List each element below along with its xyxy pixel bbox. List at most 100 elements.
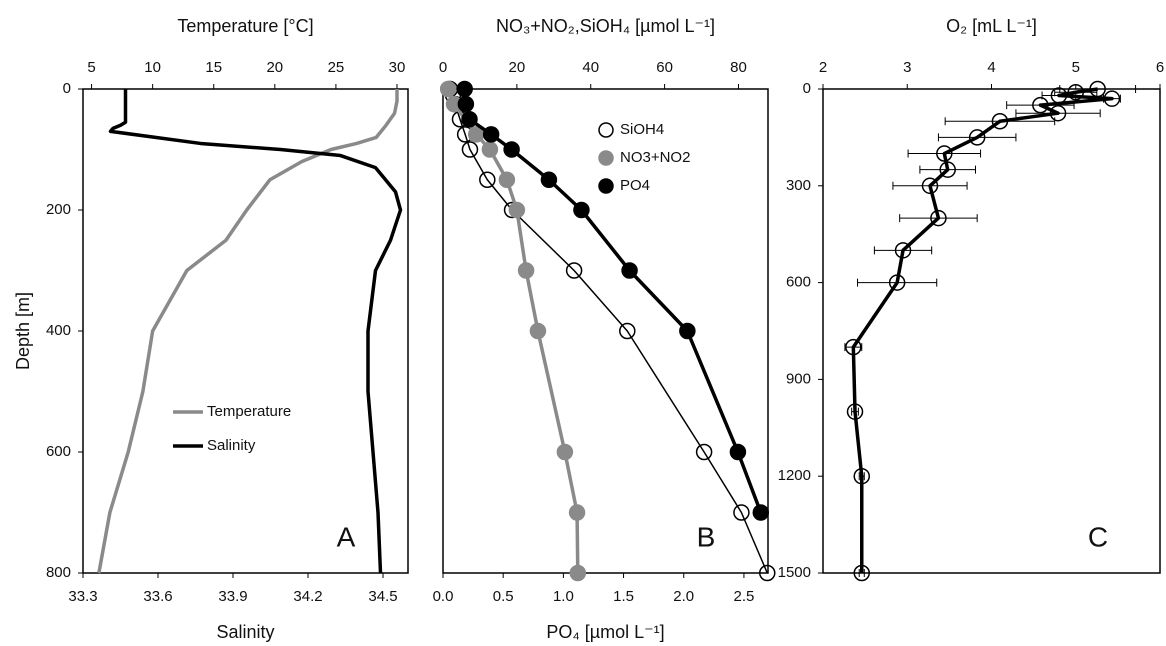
top-axis-title: NO₃+NO₂,SiOH₄ [µmol L⁻¹] <box>496 16 715 36</box>
marker <box>991 113 1009 130</box>
legend-swatch <box>598 122 614 138</box>
bottom-tick-label: 0.0 <box>433 588 454 605</box>
marker <box>921 177 939 195</box>
marker <box>481 141 499 158</box>
marker <box>853 467 871 485</box>
marker <box>573 201 590 219</box>
top-axis-title: O₂ [mL L⁻¹] <box>946 16 1037 36</box>
marker <box>1089 80 1106 98</box>
marker <box>1067 83 1084 101</box>
top-tick-label: 2 <box>819 59 827 76</box>
legend-label: Temperature <box>207 403 291 420</box>
marker <box>517 262 535 279</box>
series-line <box>108 89 403 574</box>
top-tick-label: 20 <box>266 59 283 76</box>
panel-letter: A <box>337 521 356 552</box>
marker <box>479 171 496 188</box>
marker <box>456 80 473 98</box>
plot-frame <box>442 88 769 574</box>
marker <box>569 564 587 582</box>
marker <box>461 141 479 158</box>
marker <box>1032 96 1049 114</box>
bottom-tick-label: 34.5 <box>368 588 397 605</box>
marker <box>461 111 478 128</box>
marker <box>679 322 696 340</box>
y-tick-label: 800 <box>46 564 71 581</box>
marker <box>529 322 547 340</box>
series-line <box>97 89 399 574</box>
marker <box>540 171 558 188</box>
top-tick-label: 80 <box>730 59 747 76</box>
marker <box>1049 104 1067 122</box>
marker <box>936 145 953 162</box>
y-tick-label: 300 <box>786 177 811 194</box>
top-tick-label: 60 <box>656 59 673 76</box>
marker <box>752 504 770 521</box>
bottom-tick-label: 0.5 <box>493 588 514 605</box>
marker <box>482 126 500 143</box>
top-axis-title: Temperature [°C] <box>177 16 313 36</box>
marker <box>853 564 871 582</box>
bottom-tick-label: 34.2 <box>293 588 322 605</box>
marker <box>619 322 636 340</box>
marker <box>759 564 776 582</box>
marker <box>457 95 475 113</box>
marker <box>733 504 750 521</box>
y-tick-label: 0 <box>803 80 811 97</box>
legend-label: Salinity <box>207 437 256 454</box>
legend-label: NO3+NO2 <box>620 149 690 166</box>
bottom-tick-label: 1.5 <box>613 588 634 605</box>
top-tick-label: 4 <box>987 59 995 76</box>
marker <box>556 443 574 461</box>
bottom-tick-label: 2.0 <box>673 588 694 605</box>
marker <box>508 201 526 219</box>
marker <box>503 141 520 158</box>
y-tick-label: 1200 <box>778 467 811 484</box>
bottom-tick-label: 33.3 <box>68 588 97 605</box>
marker <box>845 338 862 356</box>
marker <box>439 80 457 98</box>
top-tick-label: 10 <box>144 59 161 76</box>
marker <box>894 242 912 259</box>
panel-letter: C <box>1088 521 1108 552</box>
y-tick-label: 200 <box>46 201 71 218</box>
top-tick-label: 30 <box>389 59 406 76</box>
marker <box>846 403 864 420</box>
y-tick-label: 600 <box>46 443 71 460</box>
series-line <box>851 87 1114 573</box>
top-tick-label: 6 <box>1156 59 1164 76</box>
bottom-tick-label: 33.6 <box>143 588 172 605</box>
marker <box>939 161 956 178</box>
top-tick-label: 5 <box>87 59 95 76</box>
marker <box>888 274 906 291</box>
marker <box>968 129 986 146</box>
y-tick-label: 400 <box>46 322 71 339</box>
y-axis-title: Depth [m] <box>13 292 33 370</box>
marker <box>621 262 638 279</box>
legend-label: PO4 <box>620 177 650 194</box>
marker <box>695 443 713 461</box>
plot-frame <box>822 88 1161 574</box>
bottom-axis-title: Salinity <box>216 622 274 642</box>
bottom-axis-title: PO₄ [µmol L⁻¹] <box>546 622 664 642</box>
top-tick-label: 5 <box>1072 59 1080 76</box>
marker <box>498 171 516 188</box>
top-tick-label: 20 <box>509 59 526 76</box>
panel-letter: B <box>697 521 716 552</box>
bottom-tick-label: 33.9 <box>218 588 247 605</box>
top-tick-label: 15 <box>205 59 222 76</box>
legend-swatch <box>598 178 614 194</box>
marker <box>930 209 947 227</box>
legend-label: SiOH4 <box>620 121 664 138</box>
marker <box>1050 87 1068 104</box>
marker <box>568 504 586 521</box>
y-tick-label: 900 <box>786 370 811 387</box>
y-tick-label: 1500 <box>778 564 811 581</box>
top-tick-label: 0 <box>439 59 447 76</box>
bottom-tick-label: 1.0 <box>553 588 574 605</box>
series-line <box>446 88 580 574</box>
marker <box>565 262 583 279</box>
marker <box>1103 90 1121 107</box>
legend-swatch <box>598 150 614 166</box>
